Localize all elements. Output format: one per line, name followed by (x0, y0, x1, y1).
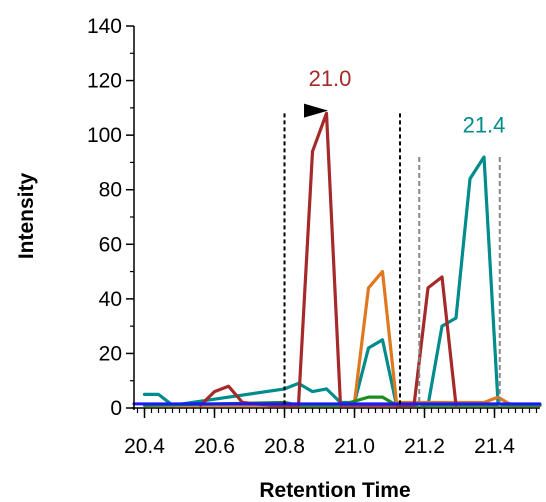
series-line-3 (198, 111, 458, 407)
series-line-0 (142, 155, 500, 407)
y-tick-label: 120 (87, 70, 122, 93)
x-tick-label: 21.0 (334, 435, 375, 458)
x-tick-label: 21.4 (474, 435, 515, 458)
peak-apex-marker (304, 103, 328, 118)
peak-annotations: 21.0 21.4 (304, 66, 505, 137)
series-line-1 (142, 270, 542, 407)
y-tick-label: 40 (99, 288, 122, 311)
y-tick-label: 100 (87, 124, 122, 147)
integration-boundaries (283, 113, 501, 408)
x-axis-title: Retention Time (259, 479, 410, 502)
axes: 0 20 40 60 80 100 120 140 20.4 20.6 20.8 21.0 21.2 21… (87, 15, 540, 458)
x-tick-label: 21.2 (404, 435, 445, 458)
peak-label-0: 21.0 (309, 66, 352, 91)
y-tick-label: 80 (99, 179, 122, 202)
series-lines (132, 111, 542, 407)
x-tick-label: 20.6 (194, 435, 235, 458)
x-tick-label: 20.8 (264, 435, 305, 458)
y-tick-label: 20 (99, 342, 122, 365)
y-tick-label: 140 (87, 15, 122, 38)
y-axis-title: Intensity (15, 173, 38, 260)
y-tick-label: 60 (99, 233, 122, 256)
x-tick-label: 20.4 (124, 435, 165, 458)
peak-label-1: 21.4 (463, 112, 506, 137)
y-tick-label: 0 (110, 397, 122, 420)
